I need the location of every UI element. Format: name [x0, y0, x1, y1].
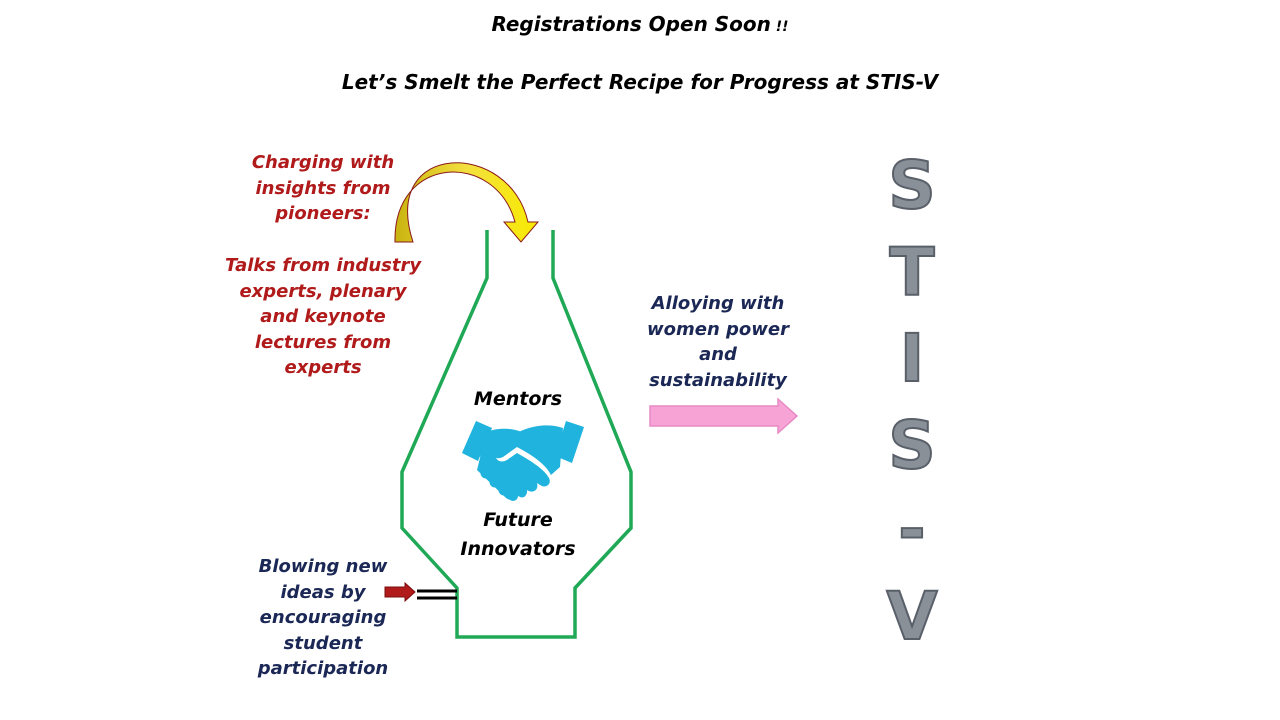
handshake-icon	[462, 421, 584, 501]
alloying-line: and	[699, 344, 737, 365]
curved-charge-arrow	[394, 162, 540, 243]
alloying-line: Alloying with	[651, 293, 785, 314]
alloying-line: sustainability	[649, 369, 787, 391]
alloy-arrow	[649, 397, 799, 435]
stis-letter-s2: S	[887, 407, 937, 484]
talks-text: Talks from industry experts, plenary and…	[213, 253, 433, 381]
talks-line: experts, plenary	[239, 280, 407, 302]
talks-line: Talks from industry	[224, 255, 422, 276]
charging-line: Charging with	[251, 152, 395, 173]
alloying-line: women power	[646, 318, 789, 340]
registration-title-text: Registrations Open Soon	[491, 12, 771, 36]
charging-line: pioneers:	[275, 203, 371, 224]
charging-text: Charging with insights from pioneers:	[233, 150, 413, 227]
blowing-line: ideas by	[280, 581, 366, 603]
future-innovators-label: Future Innovators	[448, 506, 588, 564]
blowing-line: student	[283, 632, 363, 654]
stis-letter-i: I	[899, 320, 926, 397]
blowing-text: Blowing new ideas by encouraging student…	[235, 554, 411, 682]
furnace-outline	[400, 230, 633, 639]
mentors-label: Mentors	[473, 388, 563, 410]
talks-line: lectures from	[254, 331, 392, 353]
stis-letter-dash: -	[897, 491, 926, 568]
future-line: Future	[483, 509, 553, 531]
future-line: Innovators	[460, 538, 576, 560]
registration-title: Registrations Open Soon !!	[0, 12, 1280, 36]
blowing-line: participation	[257, 658, 389, 679]
subtitle: Let’s Smelt the Perfect Recipe for Progr…	[341, 70, 939, 94]
blowing-line: encouraging	[259, 607, 387, 628]
talks-line: experts	[284, 357, 362, 378]
blowing-line: Blowing new	[258, 556, 388, 577]
stis-letter-s1: S	[887, 147, 937, 224]
charging-line: insights from	[255, 177, 391, 199]
talks-line: and keynote	[260, 306, 386, 327]
blow-arrow	[384, 581, 416, 603]
registration-exclaim: !!	[770, 19, 789, 35]
stis-letter-t: T	[888, 234, 935, 311]
stis-letter-v: V	[885, 578, 938, 655]
alloying-text: Alloying with women power and sustainabi…	[628, 291, 808, 393]
